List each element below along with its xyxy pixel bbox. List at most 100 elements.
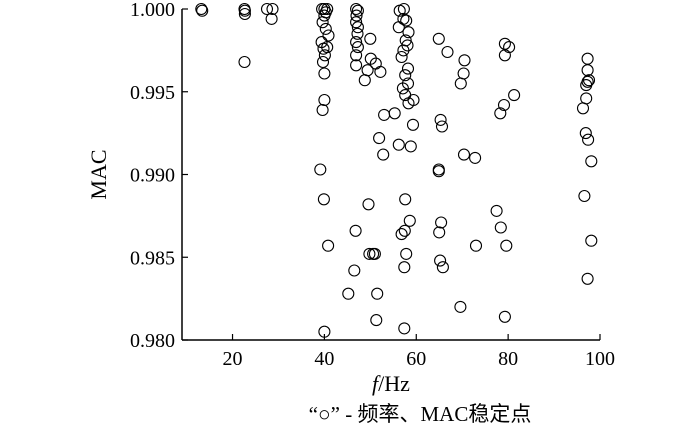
data-point [350,2,363,16]
data-point [396,82,409,95]
data-points [195,2,598,338]
data-point [350,16,363,29]
data-point [351,27,364,40]
data-point [585,234,598,247]
data-point [497,98,511,112]
data-point [265,12,278,25]
data-point [238,55,251,69]
x-axis-label-var: f [372,371,381,396]
data-point [403,214,416,227]
y-tick-label: 0.990 [130,165,175,187]
data-point [319,22,332,35]
y-tick-label: 0.985 [130,247,175,269]
data-point [441,45,454,59]
data-point [395,228,408,241]
data-point [351,41,364,54]
data-point [498,49,511,62]
data-point [350,36,363,49]
data-point [238,7,251,21]
data-point [362,198,375,211]
data-point [358,74,371,87]
data-point [316,16,329,29]
data-point [370,314,383,327]
data-point [238,4,251,17]
data-point [582,133,595,146]
data-point [260,2,274,16]
data-point [349,224,362,237]
data-point [407,93,420,107]
data-point [350,9,363,22]
data-point [399,193,412,206]
data-point [318,93,331,107]
data-point [581,64,594,77]
data-point [578,189,591,203]
data-point [314,163,327,176]
data-point [435,120,449,133]
data-point [400,247,413,260]
data-point [500,239,513,252]
data-point [368,247,381,260]
data-point [392,21,405,34]
data-point [348,264,361,277]
data-point [377,148,390,161]
data-point [266,2,279,16]
data-point [195,2,208,16]
y-tick-label: 1.000 [130,0,175,21]
data-point [363,247,376,260]
data-point [406,118,420,131]
data-point [434,113,447,126]
data-point [457,148,471,161]
data-point [401,62,415,75]
data-point [318,67,331,80]
data-point [350,49,363,62]
data-point [317,193,330,206]
y-tick-label: 0.995 [130,82,175,104]
x-axis-label-unit: /Hz [378,371,410,396]
data-point [392,138,405,151]
data-point [378,108,391,121]
data-point [432,165,445,178]
data-point [318,9,331,22]
data-point [454,300,467,313]
data-point [374,65,387,78]
data-point [321,41,334,54]
ticks: 20 40 60 80 100 0.980 0.985 0.990 0.995 1.000 [130,0,615,370]
data-point [457,67,470,80]
data-point [318,49,331,62]
y-axis-label: MAC [86,149,111,199]
data-point [399,69,412,82]
x-tick-label: 20 [223,348,243,370]
data-point [432,32,445,45]
data-point [576,102,590,115]
data-point [395,50,408,64]
data-point [371,287,384,300]
y-tick-label: 0.980 [130,330,175,352]
data-point [498,310,511,323]
data-point [585,155,598,168]
data-point [436,261,449,274]
data-point [433,226,446,239]
data-point [342,287,355,300]
data-point [351,21,364,34]
data-point [388,107,401,120]
data-point [490,204,503,217]
data-point [580,79,593,92]
data-point [400,14,413,27]
data-point [350,59,363,72]
data-point [579,127,592,140]
data-point [402,26,415,39]
data-point [580,92,593,105]
data-point [316,55,330,69]
data-point [581,272,594,285]
legend-caption: “○” - 频率、MAC稳定点 [309,402,532,426]
data-point [581,52,594,65]
x-tick-label: 100 [585,348,615,370]
data-point [397,44,410,57]
data-point [458,54,471,67]
x-tick-label: 60 [406,348,426,370]
data-point [469,239,483,252]
data-point [398,224,411,237]
data-point [196,4,209,17]
